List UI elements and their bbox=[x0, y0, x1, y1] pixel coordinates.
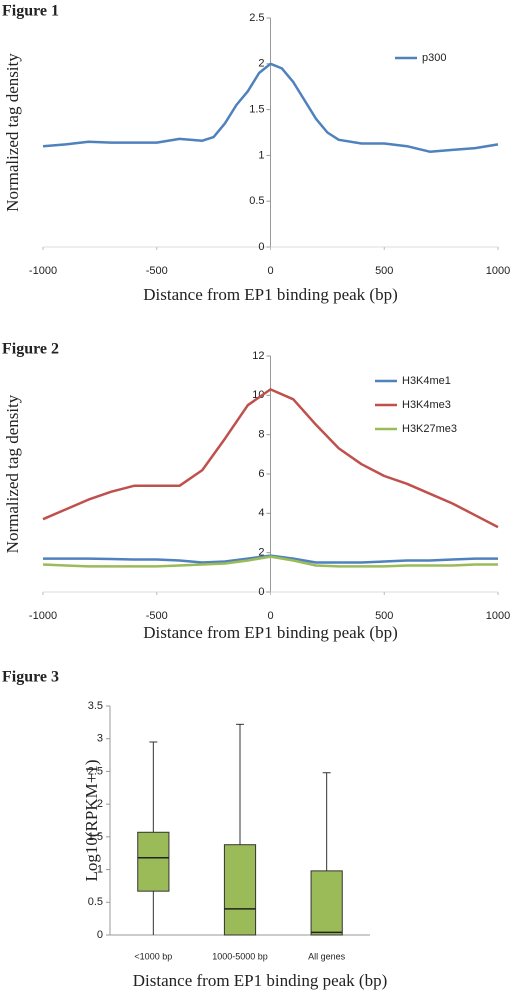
y-tick-label: 6 bbox=[258, 468, 264, 480]
y-tick-label: 2 bbox=[258, 58, 264, 70]
legend-label: H3K4me3 bbox=[402, 399, 451, 411]
box bbox=[310, 870, 343, 936]
y-tick-label: 3 bbox=[97, 733, 103, 745]
x-tick-label: 500 bbox=[375, 265, 393, 277]
y-tick-label: 2 bbox=[258, 547, 264, 559]
x-tick-label: 0 bbox=[267, 265, 273, 277]
x-tick-label: -1000 bbox=[29, 265, 57, 277]
y-tick-label: 1.5 bbox=[88, 831, 103, 843]
y-tick-label: 1 bbox=[97, 863, 103, 875]
y-tick-label: 1.5 bbox=[249, 104, 264, 116]
x-tick-label: <1000 bp bbox=[134, 951, 172, 961]
figure-label: Figure 1 bbox=[2, 3, 59, 20]
legend-label: H3K4me1 bbox=[402, 375, 451, 387]
x-tick-label: 1000 bbox=[486, 610, 510, 622]
legend-label: p300 bbox=[422, 52, 446, 64]
x-tick-label: 1000 bbox=[486, 265, 510, 277]
x-tick-label: 1000-5000 bp bbox=[212, 951, 268, 961]
figure-label: Figure 3 bbox=[2, 669, 59, 686]
data-line bbox=[42, 388, 499, 529]
y-tick-label: 0 bbox=[258, 586, 264, 598]
x-tick-label: -500 bbox=[146, 265, 168, 277]
y-tick-label: 2.5 bbox=[249, 12, 264, 24]
y-tick-label: 1 bbox=[258, 149, 264, 161]
x-tick-label: 500 bbox=[375, 610, 393, 622]
x-tick-label: -500 bbox=[146, 610, 168, 622]
x-tick-label: -1000 bbox=[29, 610, 57, 622]
y-tick-label: 10 bbox=[252, 389, 264, 401]
y-tick-label: 2 bbox=[97, 798, 103, 810]
box bbox=[223, 844, 257, 936]
figure-label: Figure 2 bbox=[2, 341, 59, 358]
box bbox=[137, 831, 170, 892]
y-axis-label: Normalized tag density bbox=[3, 53, 22, 212]
y-axis-label: Log10(RPKM+1) bbox=[82, 760, 101, 882]
y-tick-label: 0.5 bbox=[88, 896, 103, 908]
y-tick-label: 3.5 bbox=[88, 700, 103, 712]
x-axis-label: Distance from EP1 binding peak (bp) bbox=[143, 285, 397, 304]
y-tick-label: 2.5 bbox=[88, 765, 103, 777]
y-tick-label: 12 bbox=[252, 350, 264, 362]
y-tick-label: 0 bbox=[97, 929, 103, 941]
x-axis-label: Distance from EP1 binding peak (bp) bbox=[133, 971, 387, 990]
y-tick-label: 4 bbox=[258, 507, 264, 519]
x-tick-label: All genes bbox=[308, 951, 346, 961]
y-tick-label: 8 bbox=[258, 429, 264, 441]
y-tick-label: 0.5 bbox=[249, 195, 264, 207]
y-tick-label: 0 bbox=[258, 241, 264, 253]
x-axis-label: Distance from EP1 binding peak (bp) bbox=[143, 623, 397, 642]
y-axis-label: Normalized tag density bbox=[3, 394, 22, 553]
legend-label: H3K27me3 bbox=[402, 423, 457, 435]
data-line bbox=[42, 62, 499, 153]
x-tick-label: 0 bbox=[267, 610, 273, 622]
data-line bbox=[42, 555, 498, 568]
